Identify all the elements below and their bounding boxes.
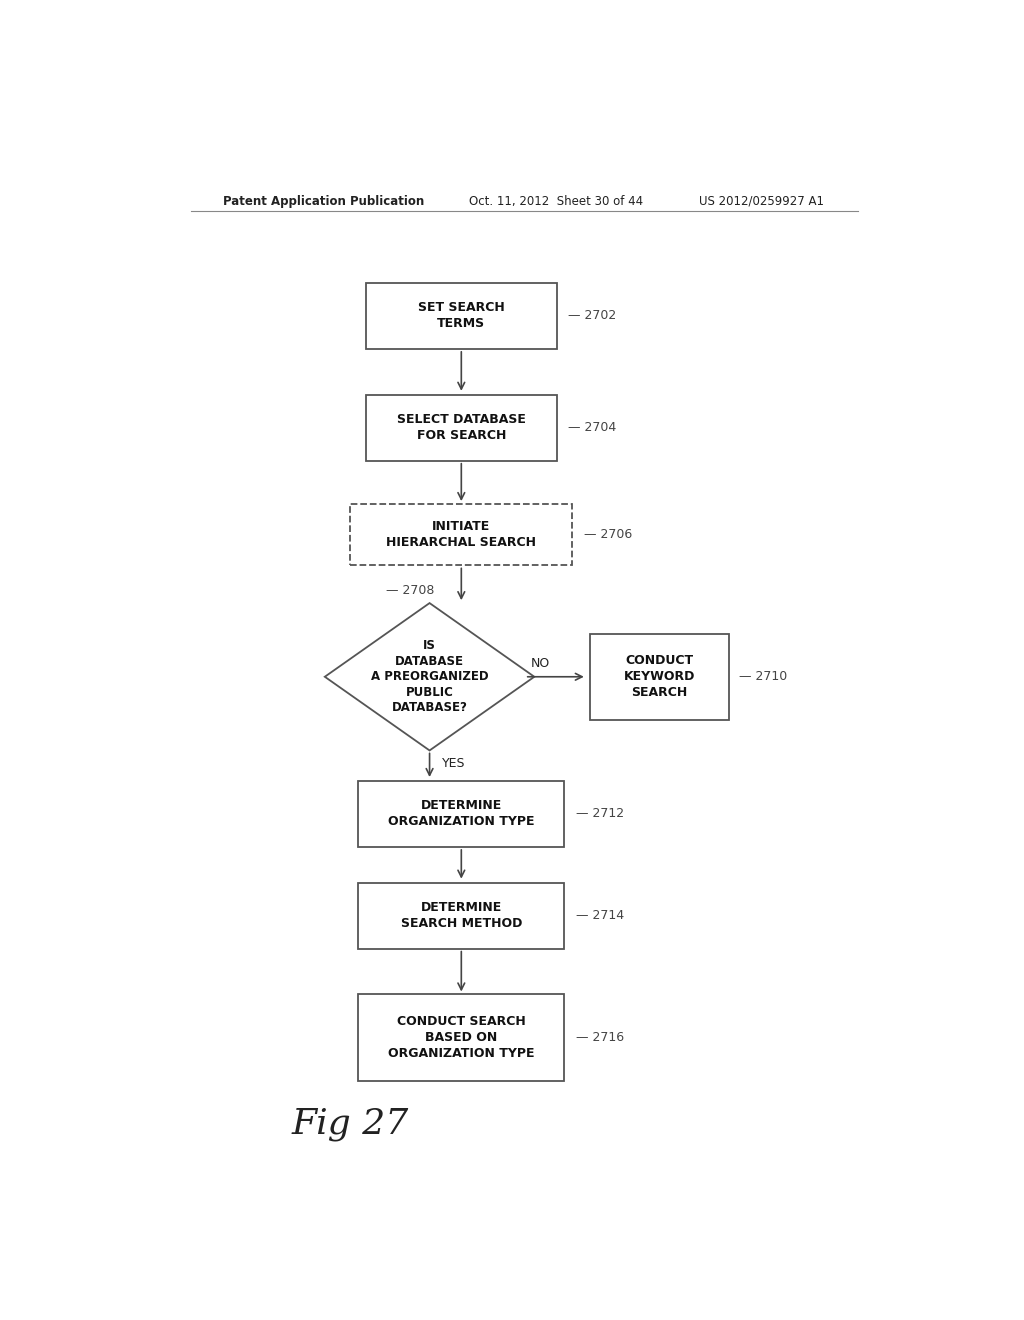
- FancyBboxPatch shape: [590, 634, 729, 719]
- Text: CONDUCT SEARCH
BASED ON
ORGANIZATION TYPE: CONDUCT SEARCH BASED ON ORGANIZATION TYP…: [388, 1015, 535, 1060]
- Text: — 2708: — 2708: [386, 583, 434, 597]
- FancyBboxPatch shape: [367, 282, 557, 348]
- FancyBboxPatch shape: [358, 883, 564, 949]
- Text: INITIATE
HIERARCHAL SEARCH: INITIATE HIERARCHAL SEARCH: [386, 520, 537, 549]
- FancyBboxPatch shape: [358, 781, 564, 847]
- Text: Patent Application Publication: Patent Application Publication: [223, 194, 425, 207]
- Text: Oct. 11, 2012  Sheet 30 of 44: Oct. 11, 2012 Sheet 30 of 44: [469, 194, 643, 207]
- Text: US 2012/0259927 A1: US 2012/0259927 A1: [699, 194, 824, 207]
- Polygon shape: [325, 603, 535, 751]
- Text: NO: NO: [531, 657, 550, 671]
- Text: — 2704: — 2704: [568, 421, 616, 434]
- Text: DETERMINE
ORGANIZATION TYPE: DETERMINE ORGANIZATION TYPE: [388, 800, 535, 829]
- Text: IS
DATABASE
A PREORGANIZED
PUBLIC
DATABASE?: IS DATABASE A PREORGANIZED PUBLIC DATABA…: [371, 639, 488, 714]
- FancyBboxPatch shape: [367, 395, 557, 461]
- FancyBboxPatch shape: [358, 994, 564, 1081]
- Text: — 2710: — 2710: [739, 671, 787, 684]
- Text: — 2712: — 2712: [577, 808, 625, 821]
- Text: Fig 27: Fig 27: [292, 1107, 409, 1140]
- Text: CONDUCT
KEYWORD
SEARCH: CONDUCT KEYWORD SEARCH: [624, 655, 695, 700]
- Text: — 2716: — 2716: [577, 1031, 625, 1044]
- Text: — 2702: — 2702: [568, 309, 616, 322]
- Text: SET SEARCH
TERMS: SET SEARCH TERMS: [418, 301, 505, 330]
- Text: YES: YES: [441, 756, 465, 770]
- Text: — 2706: — 2706: [585, 528, 633, 541]
- Text: SELECT DATABASE
FOR SEARCH: SELECT DATABASE FOR SEARCH: [397, 413, 525, 442]
- FancyBboxPatch shape: [350, 504, 572, 565]
- Text: DETERMINE
SEARCH METHOD: DETERMINE SEARCH METHOD: [400, 902, 522, 931]
- Text: — 2714: — 2714: [577, 909, 625, 923]
